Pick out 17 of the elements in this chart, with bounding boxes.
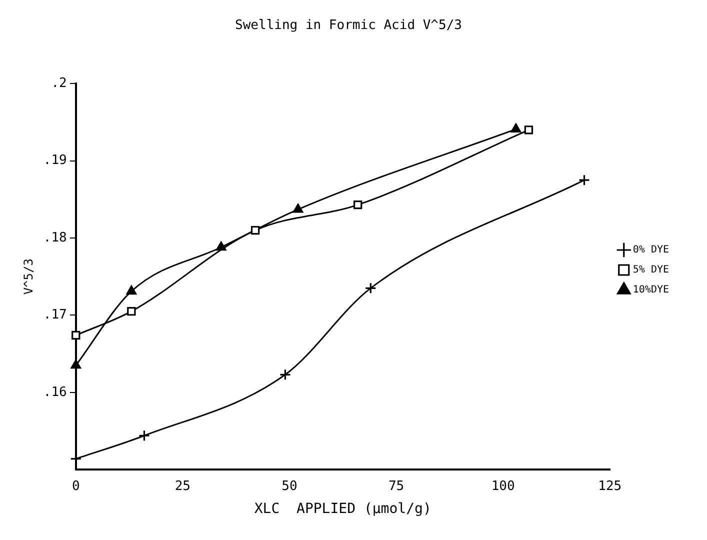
x-tick-label: 0 [72,478,80,494]
y-tick-label: .2 [51,76,67,91]
legend-label: 10%DYE [632,284,669,296]
x-tick-label: 75 [388,478,404,494]
legend-label: 5% DYE [632,264,669,276]
y-tick-label: .18 [43,230,67,246]
y-tick-label: .17 [43,308,67,323]
legend-label: 0% DYE [632,244,669,256]
x-tick-label: 25 [174,478,191,494]
x-tick-label: 50 [282,478,298,494]
y-tick-label: .19 [43,153,67,168]
x-tick-label: 100 [491,478,515,494]
y-tick-label: .16 [43,384,67,400]
x-tick-label: 125 [598,478,622,494]
chart-title: Swelling in Formic Acid V^5/3 [235,18,462,34]
x-axis-title: XLC APPLIED (μmol/g) [254,501,432,518]
y-axis-title: V^5/3 [21,258,36,295]
